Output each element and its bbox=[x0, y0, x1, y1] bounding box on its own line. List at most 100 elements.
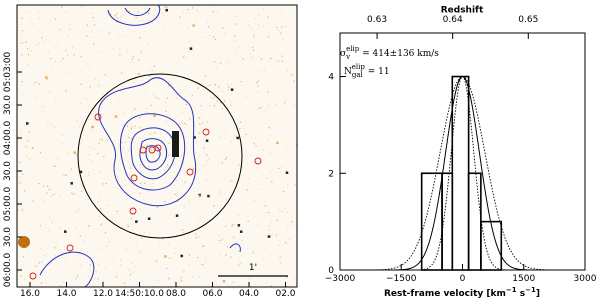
speckle bbox=[198, 132, 201, 134]
speckle bbox=[164, 255, 166, 258]
speckle bbox=[153, 93, 155, 96]
speckle bbox=[215, 66, 218, 68]
speckle bbox=[108, 240, 111, 243]
speckle bbox=[245, 95, 247, 97]
speckle bbox=[21, 209, 24, 212]
speckle bbox=[137, 73, 140, 75]
speckle bbox=[78, 209, 80, 211]
speckle bbox=[218, 239, 221, 242]
speckle bbox=[183, 122, 186, 124]
speckle bbox=[155, 260, 158, 262]
speckle bbox=[212, 76, 215, 78]
x-tick-label: −1500 bbox=[386, 274, 417, 284]
speckle bbox=[255, 145, 257, 147]
speckle bbox=[99, 208, 101, 210]
speckle bbox=[25, 122, 29, 125]
speckle bbox=[48, 50, 50, 52]
speckle bbox=[150, 104, 152, 107]
speckle bbox=[129, 167, 132, 169]
speckle bbox=[256, 85, 258, 87]
speckle bbox=[180, 276, 182, 279]
speckle bbox=[239, 105, 241, 107]
speckle bbox=[97, 248, 100, 250]
speckle bbox=[207, 121, 209, 123]
speckle bbox=[181, 229, 184, 231]
speckle bbox=[281, 26, 283, 28]
speckle bbox=[51, 222, 53, 224]
speckle bbox=[231, 281, 234, 283]
speckle bbox=[46, 122, 49, 124]
bright-source bbox=[172, 131, 179, 157]
speckle bbox=[134, 125, 136, 128]
speckle bbox=[20, 23, 22, 25]
speckle bbox=[230, 83, 232, 85]
speckle bbox=[280, 12, 283, 14]
speckle bbox=[222, 91, 224, 93]
image-frame bbox=[16, 4, 298, 288]
speckle bbox=[45, 76, 48, 79]
speckle bbox=[204, 258, 206, 260]
speckle bbox=[231, 225, 233, 227]
speckle bbox=[263, 148, 265, 151]
speckle bbox=[98, 215, 100, 218]
speckle bbox=[200, 105, 202, 107]
speckle bbox=[89, 129, 91, 132]
speckle bbox=[258, 108, 260, 110]
speckle bbox=[24, 190, 26, 192]
speckle bbox=[213, 96, 215, 99]
speckle bbox=[94, 78, 96, 80]
speckle bbox=[116, 39, 118, 41]
speckle bbox=[291, 74, 294, 76]
speckle bbox=[87, 174, 89, 176]
speckle bbox=[20, 34, 23, 36]
n-sup: elip bbox=[352, 63, 366, 71]
speckle bbox=[217, 177, 220, 179]
speckle bbox=[293, 97, 295, 99]
speckle bbox=[130, 138, 133, 140]
speckle bbox=[163, 128, 166, 130]
speckle bbox=[202, 245, 204, 247]
speckle bbox=[25, 268, 28, 270]
speckle bbox=[29, 272, 31, 274]
speckle bbox=[153, 132, 156, 134]
speckle bbox=[247, 162, 249, 164]
speckle bbox=[128, 275, 130, 277]
speckle bbox=[250, 27, 252, 29]
speckle bbox=[162, 237, 164, 240]
x2-tick-label: 0.63 bbox=[367, 15, 387, 25]
speckle bbox=[206, 154, 208, 156]
speckle bbox=[265, 111, 267, 113]
histogram-bar bbox=[467, 172, 482, 271]
speckle bbox=[187, 9, 189, 11]
speckle bbox=[285, 25, 287, 27]
speckle bbox=[165, 110, 167, 112]
speckle bbox=[269, 152, 272, 154]
speckle bbox=[193, 136, 196, 139]
x-tick-label: 3000 bbox=[574, 274, 597, 284]
x-label-part: Rest-frame velocity [km bbox=[384, 289, 506, 299]
speckle bbox=[90, 12, 92, 14]
speckle bbox=[55, 61, 57, 63]
speckle bbox=[280, 262, 282, 264]
speckle bbox=[75, 227, 77, 229]
speckle bbox=[113, 260, 115, 263]
speckle bbox=[131, 262, 133, 265]
speckle bbox=[19, 182, 21, 184]
speckle bbox=[238, 264, 240, 266]
speckle bbox=[221, 239, 223, 241]
speckle bbox=[214, 84, 217, 86]
speckle bbox=[146, 108, 148, 110]
speckle bbox=[119, 48, 121, 50]
speckle bbox=[99, 171, 101, 173]
speckle bbox=[247, 25, 249, 27]
speckle bbox=[283, 103, 286, 105]
speckle bbox=[247, 220, 249, 222]
speckle bbox=[169, 257, 171, 260]
speckle bbox=[192, 276, 194, 278]
speckle bbox=[192, 167, 194, 169]
speckle bbox=[129, 122, 131, 125]
speckle bbox=[91, 125, 94, 129]
speckle bbox=[162, 28, 165, 30]
speckle bbox=[29, 21, 31, 23]
